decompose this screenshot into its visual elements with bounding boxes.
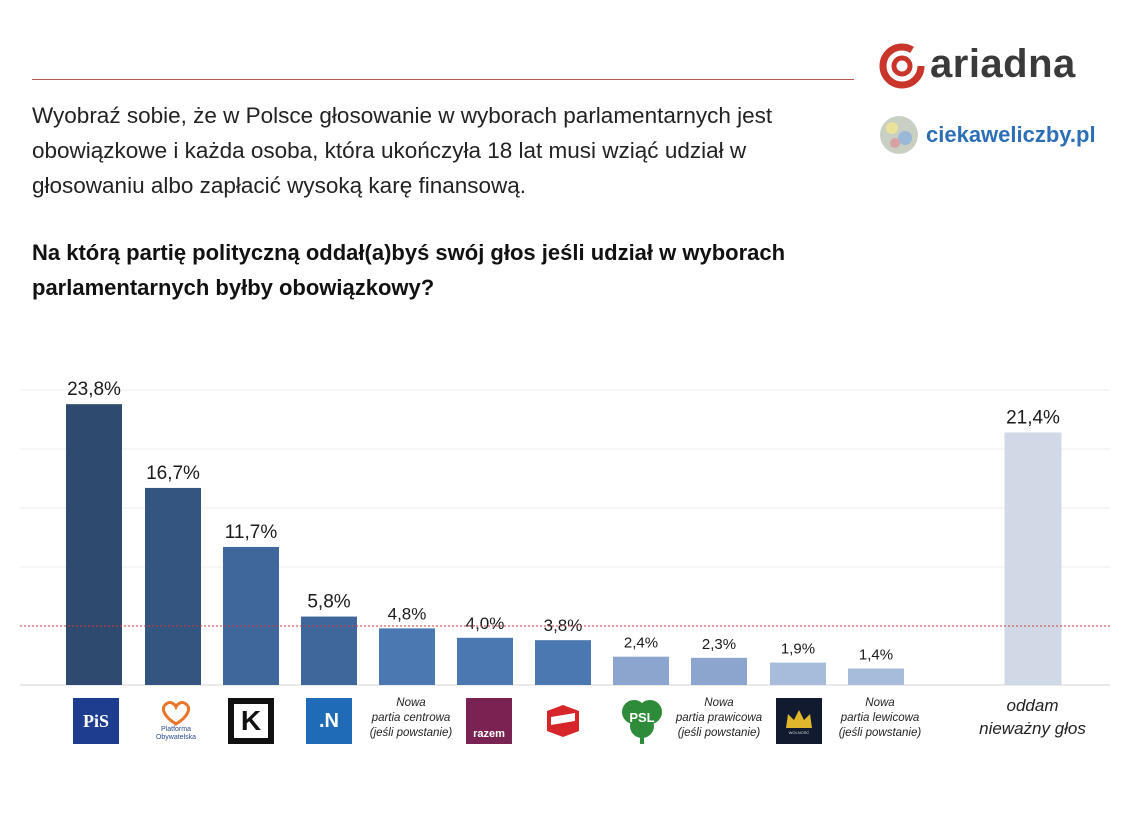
question-title: Na którą partię polityczną oddał(a)byś s… (32, 240, 786, 300)
razem-logo-text: razem (473, 728, 505, 740)
globe-icon (880, 116, 918, 154)
bar (770, 662, 826, 685)
bar (379, 628, 435, 685)
po-heart-icon (162, 701, 190, 726)
data-label: 3,8% (544, 616, 583, 635)
data-label: 4,0% (466, 614, 505, 633)
label-line: (jeśli powstanie) (369, 727, 453, 739)
bar (1004, 432, 1062, 685)
label-line: (jeśli powstanie) (838, 727, 922, 739)
label-nowa-lewicowa: Nowa partia lewicowa (jeśli powstanie) (826, 696, 934, 741)
bar (66, 404, 122, 685)
data-label: 2,3% (702, 636, 736, 653)
label-line: partia prawicowa (675, 712, 763, 724)
label-line: (jeśli powstanie) (677, 727, 761, 739)
label-line: Nowa (865, 697, 895, 709)
label-line: partia centrowa (371, 712, 451, 724)
wolnosc-logo: WOLNOŚĆ (776, 698, 822, 744)
psl-logo: PSL (618, 696, 666, 746)
label-line: oddam (1006, 696, 1059, 715)
psl-logo-text: PSL (629, 710, 655, 725)
data-label: 11,7% (225, 522, 278, 543)
nowoczesna-logo-text: .N (319, 709, 339, 732)
bar (535, 640, 591, 685)
sld-logo (540, 698, 586, 744)
ariadna-spiral-icon (879, 43, 925, 89)
psl-clover-icon (622, 700, 662, 744)
bar (145, 487, 201, 685)
ciekaweliczby-logo: ciekaweliczby.pl (878, 114, 1118, 160)
razem-logo: razem (466, 698, 512, 744)
data-label: 5,8% (307, 592, 350, 613)
data-label: 1,4% (859, 646, 893, 663)
bar (848, 668, 904, 685)
data-label: 16,7% (146, 463, 200, 484)
bar (301, 616, 357, 685)
data-label: 23,8% (67, 379, 121, 400)
label-line: Nowa (704, 697, 734, 709)
ariadna-logo: ariadna (878, 42, 1108, 90)
header-divider (32, 79, 854, 80)
po-logo-line2: Obywatelska (155, 734, 197, 741)
ariadna-wordmark: ariadna (930, 42, 1076, 86)
data-label: 2,4% (624, 635, 658, 652)
data-label: 4,8% (388, 604, 427, 623)
site-name: ciekaweliczby.pl (926, 122, 1096, 147)
bar (457, 637, 513, 685)
label-line: nieważny głos (979, 719, 1086, 738)
nowoczesna-logo: .N (306, 698, 352, 744)
data-label: 1,9% (781, 641, 815, 658)
kukiz-logo: K (228, 698, 274, 744)
sld-logo-icon (547, 705, 579, 737)
kukiz-logo-text: K (240, 705, 262, 736)
pis-logo-text: PiS (82, 710, 109, 731)
label-nowa-prawicowa: Nowa partia prawicowa (jeśli powstanie) (660, 696, 778, 741)
crown-icon (786, 709, 812, 728)
bar (223, 546, 279, 685)
bar (691, 657, 747, 685)
label-nowa-centrowa: Nowa partia centrowa (jeśli powstanie) (358, 696, 464, 741)
pis-logo: PiS (73, 698, 119, 744)
po-logo: Platforma Obywatelska (152, 697, 200, 745)
wolnosc-logo-text: WOLNOŚĆ (788, 729, 810, 735)
po-logo-line1: Platforma (161, 726, 191, 733)
bar (613, 656, 669, 685)
label-line: Nowa (396, 697, 426, 709)
label-line: partia lewicowa (840, 712, 920, 724)
label-niewazny: oddam nieważny głos (960, 694, 1105, 740)
intro-text: Wyobraź sobie, że w Polsce głosowanie w … (32, 103, 773, 198)
data-label: 21,4% (1006, 407, 1060, 428)
